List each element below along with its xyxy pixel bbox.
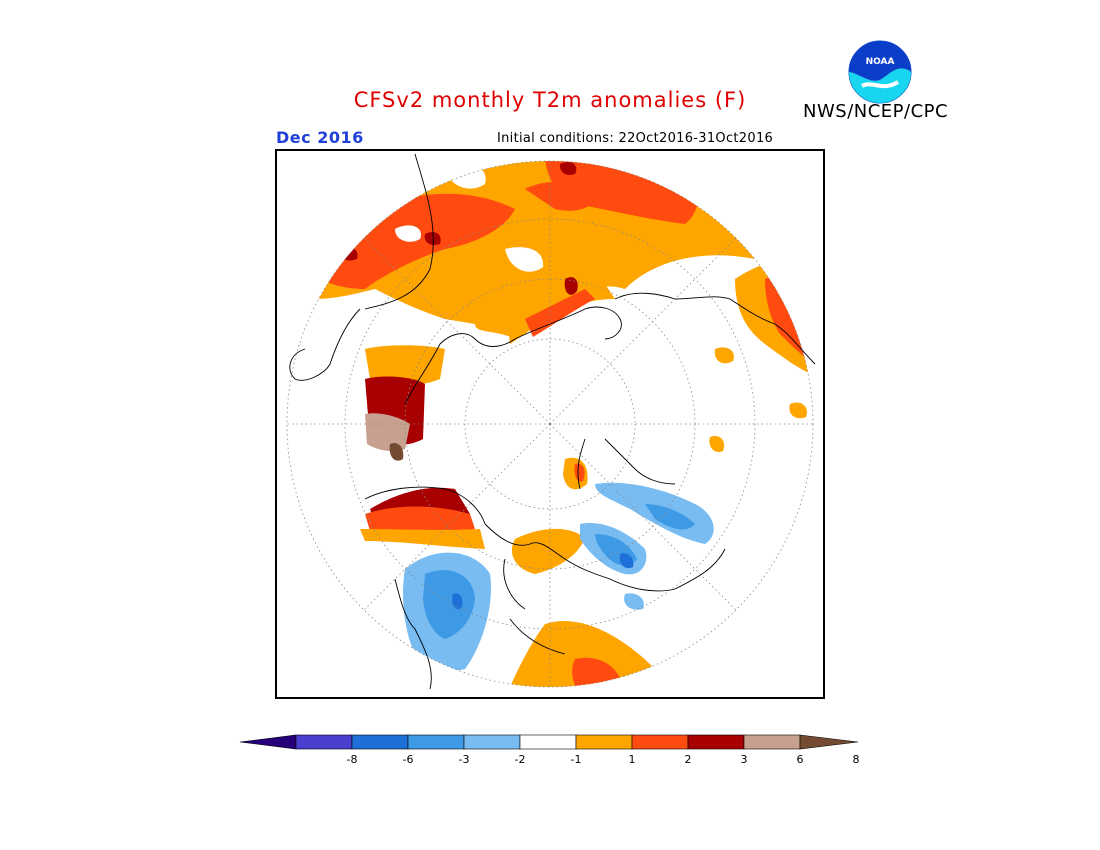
colorbar-tick-label: -3: [459, 753, 470, 766]
noaa-logo: NOAA: [848, 40, 912, 104]
graticule: [286, 160, 814, 688]
colorbar-box: [575, 734, 633, 750]
anomaly-region-alaska-brown: [365, 413, 410, 452]
anomaly-region-small-orange-3: [709, 435, 725, 453]
colorbar-tick-label: -1: [571, 753, 582, 766]
anomaly-region-canada-red: [365, 506, 475, 532]
colorbar-box: [519, 734, 577, 750]
anomaly-region-small-orange-1: [714, 347, 734, 364]
polar-stereographic-map: [275, 149, 825, 699]
anomaly-region-europe-orange: [511, 528, 585, 574]
colorbar: -8 -6 -3 -2 -1 1 2 3 6 8: [239, 734, 860, 766]
colorbar-tick-label: -6: [403, 753, 414, 766]
colorbar-arrow-low: [239, 734, 297, 750]
colorbar-tick-label: 8: [853, 753, 860, 766]
colorbar-tick-label: -2: [515, 753, 526, 766]
agency-label: NWS/NCEP/CPC: [803, 101, 949, 122]
anomaly-region-chukotka-red: [525, 289, 595, 337]
anomaly-region-central-asia-deepblue: [619, 553, 634, 569]
anomaly-region-dark-red-3: [424, 232, 441, 245]
colorbar-box: [743, 734, 801, 750]
anomaly-region-siberia-red: [525, 181, 605, 211]
anomaly-region-alaska-deepbrown: [389, 443, 404, 461]
colorbar-tick-label: 2: [685, 753, 692, 766]
colorbar-box: [407, 734, 465, 750]
anomaly-region-small-orange-2: [789, 402, 807, 419]
neutral-gap-3: [505, 247, 544, 272]
colorbar-tick-label: 3: [741, 753, 748, 766]
anomaly-region-dark-red-1: [559, 162, 577, 175]
anomaly-region-scandinavia-red: [574, 463, 585, 482]
neutral-gap-1: [395, 225, 421, 242]
anomaly-region-russia-blue: [645, 504, 695, 530]
colorbar-box: [631, 734, 689, 750]
colorbar-arrow-high: [799, 734, 859, 750]
coastlines: [289, 153, 816, 690]
map-frame: [275, 149, 825, 699]
colorbar-tick-label: -8: [347, 753, 358, 766]
initial-conditions-label: Initial conditions: 22Oct2016-31Oct2016: [497, 131, 774, 146]
anomaly-region-small-lightblue: [624, 593, 644, 610]
colorbar-tick-label: 1: [629, 753, 636, 766]
colorbar-box: [351, 734, 409, 750]
colorbar-box: [463, 734, 521, 750]
anomaly-region-canada-orange: [360, 529, 485, 549]
map-title: CFSv2 monthly T2m anomalies (F): [353, 88, 747, 112]
anomaly-region-north-america-deepblue: [452, 593, 463, 610]
colorbar-box: [687, 734, 745, 750]
colorbar-tick-label: 6: [797, 753, 804, 766]
logo-text: NOAA: [866, 57, 895, 67]
anomaly-region-chukotka-darkred: [564, 277, 578, 295]
valid-month-label: Dec 2016: [276, 128, 364, 147]
colorbar-box: [295, 734, 353, 750]
anomaly-region-alaska-orange: [365, 345, 445, 385]
anomaly-region-north-america-blue: [423, 570, 475, 639]
